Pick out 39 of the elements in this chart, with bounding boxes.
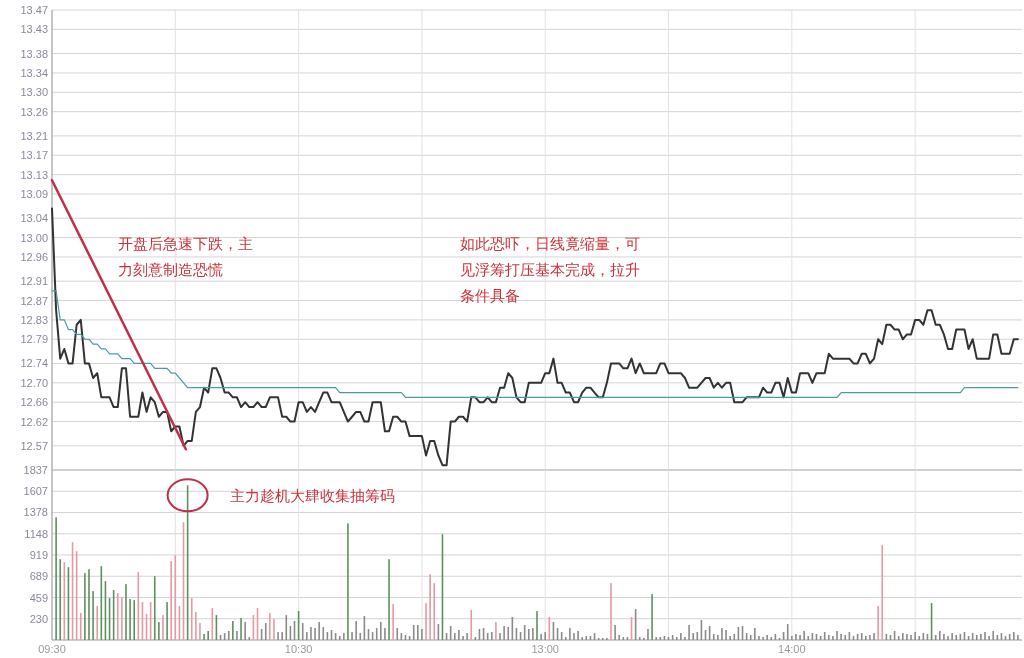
y-tick-label: 12.91 xyxy=(20,275,48,288)
y-tick-label: 12.87 xyxy=(20,294,48,307)
y-tick-label: 13.43 xyxy=(20,23,48,36)
y-tick-label: 13.34 xyxy=(20,66,48,79)
y-tick-label: 12.66 xyxy=(20,396,48,409)
y-tick-label: 919 xyxy=(29,548,48,561)
y-tick-label: 13.30 xyxy=(20,86,48,99)
y-tick-label: 1837 xyxy=(23,464,48,476)
line-series xyxy=(51,290,1019,398)
x-tick-label: 09:30 xyxy=(38,643,66,655)
y-tick-label: 13.17 xyxy=(20,149,48,162)
y-tick-label: 13.00 xyxy=(20,231,48,244)
y-tick-label: 1148 xyxy=(24,527,48,540)
line-series xyxy=(51,207,1019,467)
y-tick-label: 459 xyxy=(29,591,48,604)
y-tick-label: 12.70 xyxy=(20,376,48,389)
y-tick-label: 12.79 xyxy=(20,333,48,346)
y-tick-label: 12.62 xyxy=(20,415,48,428)
y-tick-label: 13.04 xyxy=(20,212,48,225)
y-tick-label: 13.09 xyxy=(20,188,48,200)
annotation: 如此恐吓，日线竟缩量，可见浮筹打压基本完成，拉升条件具备 xyxy=(460,236,640,304)
y-tick-label: 12.83 xyxy=(20,313,48,326)
y-tick-label: 1378 xyxy=(23,506,48,519)
y-tick-label: 13.26 xyxy=(20,105,48,118)
y-tick-label: 230 xyxy=(29,612,48,625)
x-tick-label: 13:00 xyxy=(531,643,559,655)
annotation: 开盘后急速下跌，主力刻意制造恐慌 xyxy=(118,236,253,278)
y-tick-label: 12.57 xyxy=(20,439,48,452)
y-tick-label: 13.13 xyxy=(20,168,48,181)
y-tick-label: 13.47 xyxy=(20,4,48,16)
y-tick-label: 13.21 xyxy=(20,129,48,142)
x-tick-label: 14:00 xyxy=(778,643,806,655)
y-tick-label: 13.38 xyxy=(20,47,48,60)
x-tick-label: 10:30 xyxy=(284,643,313,655)
y-tick-label: 689 xyxy=(29,570,48,583)
y-tick-label: 12.96 xyxy=(20,250,48,263)
annotation: 主力趁机大肆收集抽筹码 xyxy=(229,488,395,505)
y-tick-label: 12.74 xyxy=(20,357,48,370)
y-tick-label: 1607 xyxy=(23,485,48,498)
